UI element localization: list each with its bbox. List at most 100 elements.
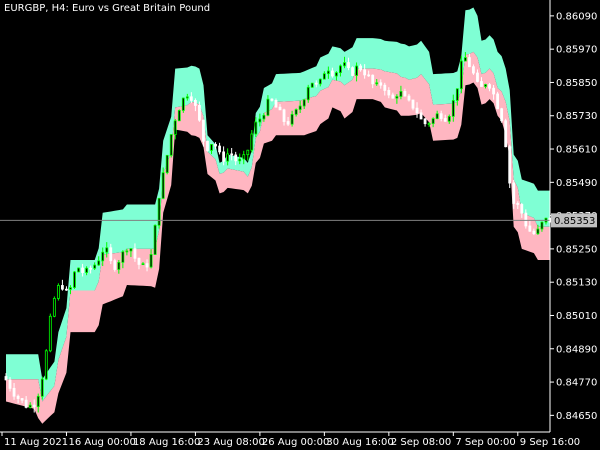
candle-body bbox=[105, 247, 109, 253]
candle-body bbox=[4, 376, 8, 381]
candle-body bbox=[310, 82, 314, 88]
candle-body bbox=[246, 149, 250, 156]
candle-body bbox=[222, 151, 226, 162]
candle-body bbox=[496, 93, 500, 110]
candle-body bbox=[44, 350, 48, 380]
candle-body bbox=[226, 153, 230, 162]
candle-body bbox=[375, 82, 379, 85]
current-price-label: 0.85353 bbox=[554, 216, 595, 227]
candle-body bbox=[274, 99, 278, 108]
candle-body bbox=[512, 182, 516, 204]
current-price-tag: 0.85353 bbox=[551, 213, 597, 228]
candle-body bbox=[198, 105, 201, 121]
candle-body bbox=[36, 395, 40, 408]
candle-body bbox=[504, 120, 508, 148]
candle-body bbox=[459, 60, 463, 90]
candle-body bbox=[173, 120, 177, 135]
candle-body bbox=[210, 144, 213, 151]
candle-body bbox=[391, 94, 395, 99]
candle-body bbox=[101, 251, 105, 262]
candle-body bbox=[351, 67, 354, 76]
candle-body bbox=[109, 247, 113, 262]
candle-body bbox=[322, 73, 326, 80]
candle-body bbox=[28, 404, 32, 408]
price-tick-label: 0.85730 bbox=[556, 111, 597, 122]
candle-body bbox=[286, 121, 290, 125]
price-tick-label: 0.85010 bbox=[556, 311, 597, 322]
candle-body bbox=[206, 140, 209, 151]
candle-body bbox=[419, 112, 423, 120]
price-tick-label: 0.85610 bbox=[556, 145, 597, 156]
candle-body bbox=[290, 114, 294, 125]
candle-body bbox=[242, 154, 246, 160]
candle-body bbox=[149, 254, 153, 268]
price-tick-label: 0.85970 bbox=[556, 45, 597, 56]
candle-body bbox=[463, 57, 467, 62]
candle-body bbox=[181, 97, 185, 111]
candle-body bbox=[234, 154, 238, 162]
candle-body bbox=[185, 96, 189, 99]
candle-body bbox=[516, 203, 520, 205]
lower-band-fill bbox=[6, 51, 550, 424]
candle-body bbox=[177, 110, 181, 122]
candle-body bbox=[407, 95, 411, 101]
candle-body bbox=[56, 285, 60, 299]
candle-body bbox=[48, 315, 52, 352]
candle-body bbox=[16, 395, 20, 399]
candle-body bbox=[77, 267, 80, 273]
candle-body bbox=[500, 108, 504, 122]
candle-body bbox=[451, 100, 455, 117]
candle-body bbox=[189, 96, 193, 101]
price-tick-label: 0.86090 bbox=[556, 11, 597, 22]
candle-body bbox=[24, 399, 28, 408]
candle-body bbox=[129, 248, 133, 252]
candle-body bbox=[69, 287, 72, 290]
candle-body bbox=[455, 88, 459, 101]
candle-body bbox=[97, 260, 101, 266]
candle-body bbox=[439, 113, 443, 119]
candle-body bbox=[238, 158, 242, 162]
candle-body bbox=[484, 84, 487, 87]
candle-body bbox=[520, 204, 524, 214]
candle-body bbox=[359, 65, 363, 71]
candle-body bbox=[476, 72, 479, 82]
candle-body bbox=[335, 72, 338, 77]
candle-body bbox=[20, 398, 24, 401]
candle-body bbox=[117, 261, 121, 270]
price-tick-label: 0.85490 bbox=[556, 178, 597, 189]
candle-body bbox=[528, 225, 532, 232]
candle-body bbox=[93, 264, 97, 269]
candle-body bbox=[468, 57, 471, 68]
candle-body bbox=[355, 65, 358, 76]
time-tick-label: 7 Sep 00:00 bbox=[455, 437, 515, 448]
candle-body bbox=[492, 87, 495, 95]
candle-body bbox=[145, 263, 149, 268]
plot-area bbox=[0, 7, 552, 424]
candle-body bbox=[113, 260, 117, 270]
time-tick-label: 2 Sep 08:00 bbox=[391, 437, 451, 448]
candle-body bbox=[270, 98, 274, 101]
candle-body bbox=[302, 99, 306, 107]
candle-body bbox=[85, 267, 88, 273]
candle-body bbox=[137, 257, 141, 265]
candle-body bbox=[472, 66, 475, 74]
candle-body bbox=[133, 248, 137, 259]
time-tick-label: 9 Sep 16:00 bbox=[520, 437, 580, 448]
candle-body bbox=[32, 404, 36, 408]
candle-body bbox=[399, 91, 403, 97]
candle-body bbox=[262, 114, 266, 120]
candle-body bbox=[40, 378, 44, 397]
candle-body bbox=[480, 81, 483, 87]
candle-body bbox=[435, 113, 439, 120]
candle-body bbox=[65, 288, 68, 291]
candle-body bbox=[81, 267, 84, 273]
candle-body bbox=[266, 98, 270, 116]
price-tick-label: 0.85250 bbox=[556, 244, 597, 255]
candle-body bbox=[532, 230, 536, 235]
price-tick-label: 0.85130 bbox=[556, 278, 597, 289]
candle-body bbox=[12, 387, 16, 397]
candle-body bbox=[218, 145, 221, 153]
